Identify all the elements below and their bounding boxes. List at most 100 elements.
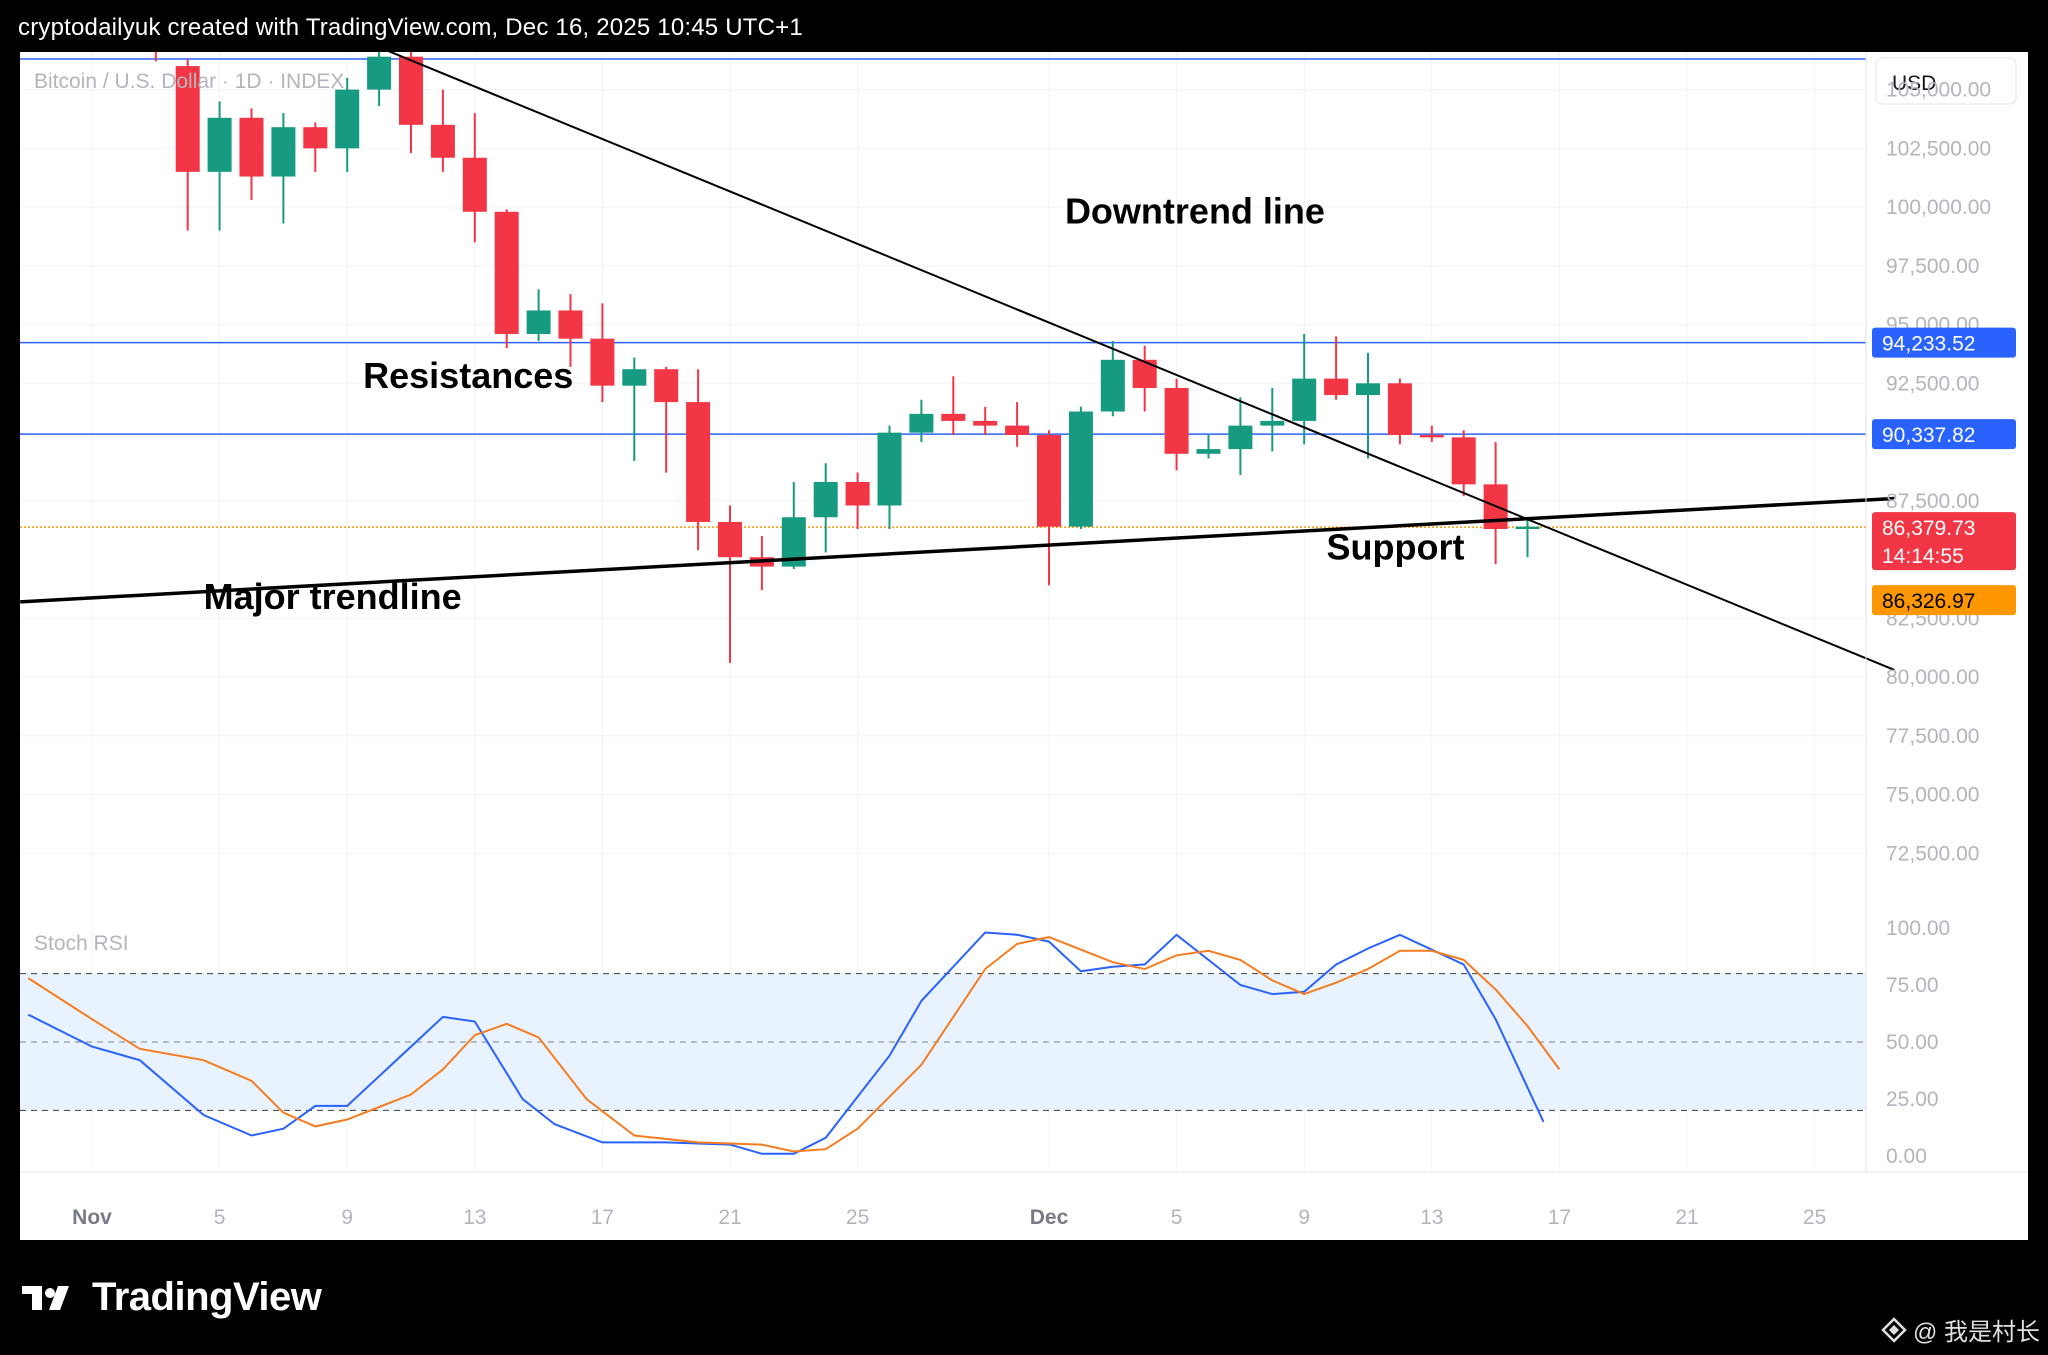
stoch-d-line	[27, 936, 1561, 1153]
candle-body	[654, 369, 679, 403]
major-trendline	[20, 496, 1895, 604]
candle-body	[335, 89, 360, 149]
time-axis-label: 13	[463, 1206, 486, 1229]
chart-panel[interactable]: Bitcoin / U.S. Dollar · 1D · INDEX Downtr…	[20, 52, 2028, 1240]
candle-body	[909, 413, 934, 433]
watermark-text: @ 我是村长	[1912, 1319, 2040, 1346]
resistance-price-tag	[1872, 419, 2016, 450]
candle-body	[813, 482, 838, 518]
tradingview-brand-text: TradingView	[92, 1275, 322, 1319]
time-axis-label: 25	[846, 1206, 869, 1229]
candle-body	[1164, 388, 1189, 454]
candle-body	[558, 310, 583, 339]
candle-body	[239, 117, 264, 177]
tradingview-logo-icon	[22, 1285, 69, 1310]
candle-body	[877, 432, 902, 506]
candle-body	[1451, 437, 1476, 485]
price-axis-label: 100,000.00	[1886, 196, 1991, 219]
stoch-rsi-title: Stoch RSI	[34, 932, 129, 955]
candle-body	[1037, 435, 1061, 527]
candle-body	[1068, 411, 1093, 527]
candle-body	[1292, 378, 1317, 421]
resistance-price-label: 94,233.52	[1882, 333, 1975, 356]
resistance-price-tag	[1872, 327, 2016, 358]
candle-body	[1324, 378, 1349, 396]
candle-body	[1132, 359, 1157, 389]
current-price-label: 86,379.73	[1882, 517, 1975, 540]
candle-body	[1356, 383, 1380, 396]
time-axis-label: 5	[214, 1206, 226, 1229]
candle-body	[973, 420, 998, 426]
candle-body	[271, 127, 296, 177]
candle-body	[367, 56, 392, 90]
time-axis-label: 13	[1420, 1206, 1443, 1229]
candle-body	[1419, 435, 1444, 438]
candle-body	[175, 66, 200, 172]
price-axis-label: 105,000.00	[1886, 79, 1991, 102]
time-axis-label: 9	[1298, 1206, 1310, 1229]
major-trendline-label: Major trendline	[204, 576, 462, 617]
stoch-axis-label: 100.00	[1886, 917, 1950, 940]
resistance-price-label: 90,337.82	[1882, 424, 1975, 447]
price-axis-label: 97,500.00	[1886, 255, 1979, 278]
stoch-axis-label: 50.00	[1886, 1031, 1939, 1054]
candle-body	[686, 402, 711, 522]
candle-body	[1387, 383, 1412, 436]
candle-body	[941, 413, 966, 421]
time-axis-label: 21	[1675, 1206, 1698, 1229]
candle-body	[845, 482, 870, 506]
price-axis-label: 102,500.00	[1886, 137, 1991, 160]
candle-body	[1515, 526, 1540, 529]
currency-box	[1875, 57, 2017, 105]
candle-body	[622, 369, 647, 386]
candle-body	[1005, 425, 1030, 436]
price-axis-label: 87,500.00	[1886, 490, 1979, 513]
countdown-label: 14:14:55	[1882, 545, 1964, 568]
stoch-band	[20, 973, 1866, 1111]
price-axis-label: 80,000.00	[1886, 666, 1979, 689]
time-axis-label: 5	[1171, 1206, 1183, 1229]
time-axis-label: Nov	[72, 1206, 112, 1229]
support-label: Support	[1327, 527, 1465, 568]
candle-body	[1228, 425, 1253, 450]
price-axis-label: 72,500.00	[1886, 842, 1979, 865]
candle-body	[718, 521, 742, 558]
diamond-logo-icon	[1881, 1316, 1907, 1343]
time-axis-label: 9	[341, 1206, 353, 1229]
time-axis-label: 17	[591, 1206, 614, 1229]
chart-header: cryptodailyuk created with TradingView.c…	[18, 14, 803, 41]
candle-body	[1196, 449, 1221, 454]
price-axis-label: 77,500.00	[1886, 725, 1979, 748]
candle-body	[303, 127, 328, 149]
stoch-axis-label: 0.00	[1886, 1145, 1927, 1168]
price-axis-label: 92,500.00	[1886, 372, 1979, 395]
current-price-tag	[1872, 512, 2016, 571]
candle-body	[430, 124, 455, 158]
downtrend-trendline	[388, 52, 1895, 671]
chart-title: Bitcoin / U.S. Dollar · 1D · INDEX	[34, 70, 344, 93]
time-axis-label: Dec	[1030, 1206, 1069, 1229]
tradingview-logo[interactable]: TradingView	[22, 1275, 322, 1320]
candle-body	[399, 56, 423, 125]
stoch-k-line	[27, 931, 1545, 1155]
downtrend-line-label: Downtrend line	[1065, 191, 1325, 232]
chart-canvas[interactable]: Bitcoin / U.S. Dollar · 1D · INDEX Downtr…	[20, 52, 2028, 1240]
stoch-axis-label: 25.00	[1886, 1088, 1939, 1111]
candle-body	[526, 310, 551, 334]
currency-label: USD	[1892, 72, 1936, 95]
candle-body	[494, 211, 519, 334]
candle-body	[207, 117, 232, 172]
time-axis-label: 21	[718, 1206, 741, 1229]
bid-price-tag	[1872, 585, 2016, 616]
candle-body	[462, 157, 487, 212]
candle-body	[1100, 359, 1125, 412]
price-axis-label: 75,000.00	[1886, 784, 1979, 807]
stoch-axis-label: 75.00	[1886, 974, 1939, 997]
candle-body	[1260, 420, 1285, 426]
source-watermark: @ 我是村长	[1881, 1312, 2040, 1347]
time-axis-label: 25	[1803, 1206, 1826, 1229]
time-axis-label: 17	[1548, 1206, 1571, 1229]
candle-body	[590, 338, 615, 386]
resistances-label: Resistances	[363, 355, 573, 396]
bid-price-label: 86,326.97	[1882, 590, 1975, 613]
